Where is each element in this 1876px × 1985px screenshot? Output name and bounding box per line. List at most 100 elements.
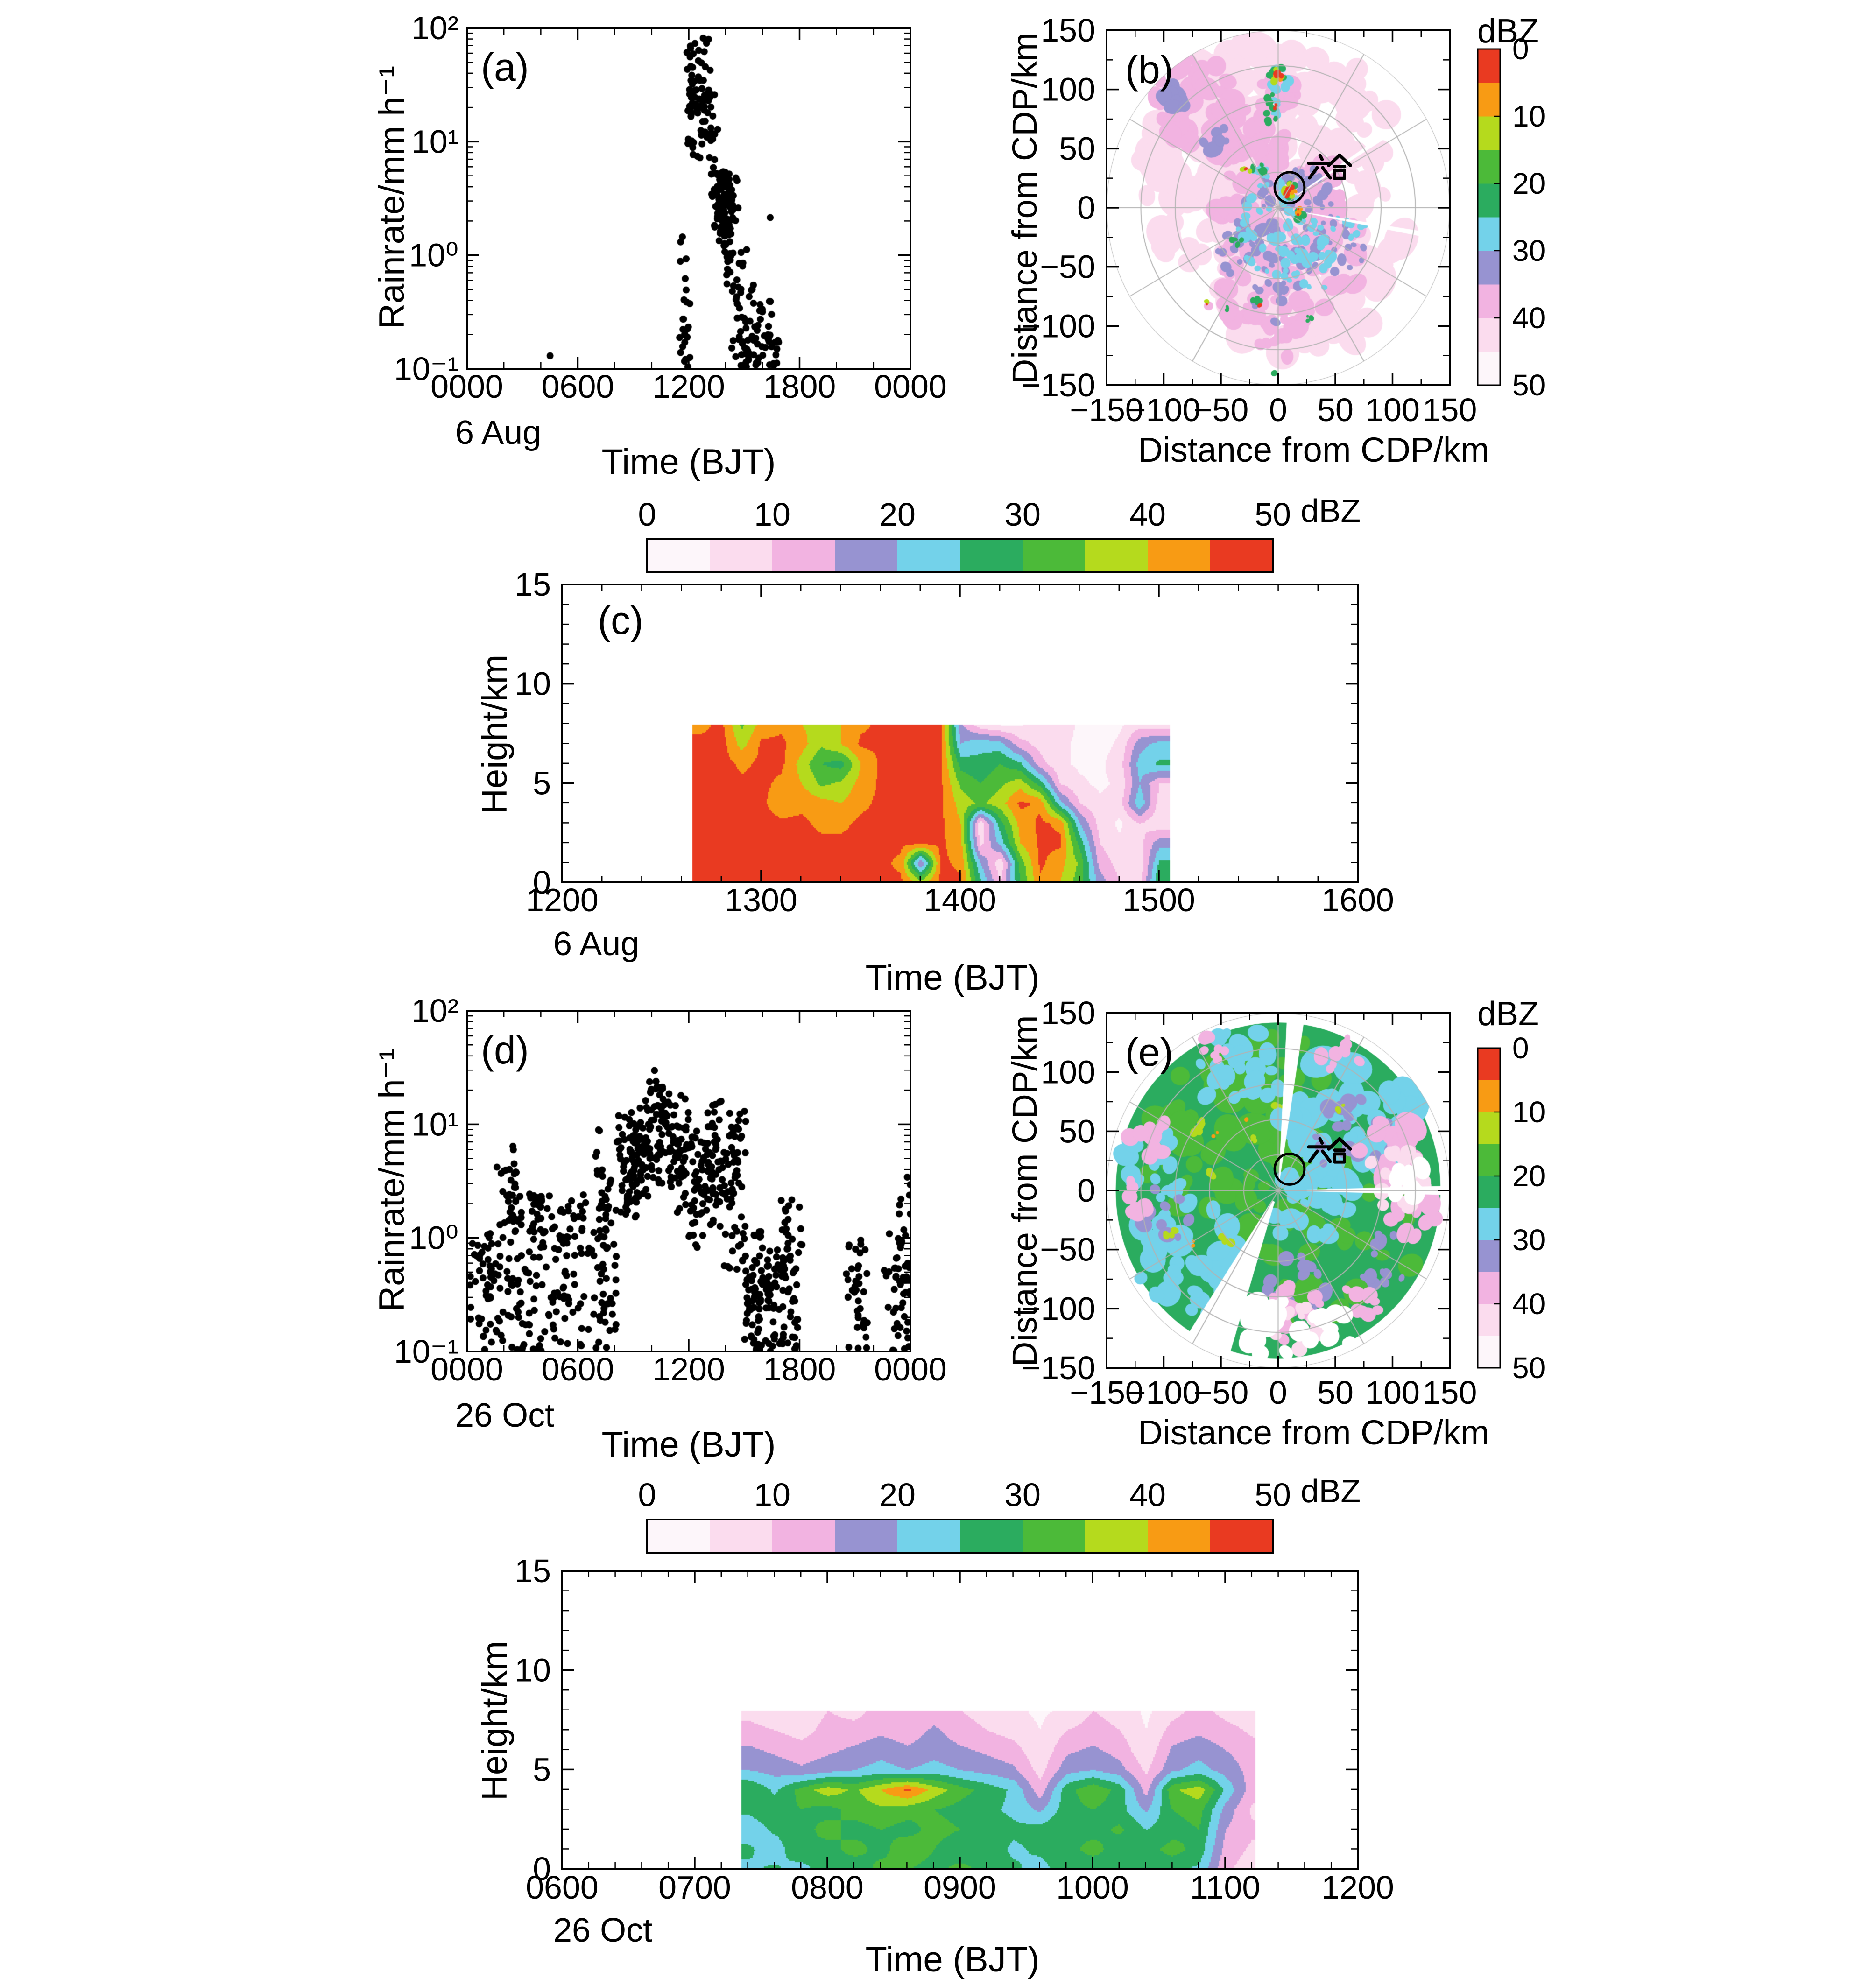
svg-text:10¹: 10¹ (411, 1106, 458, 1142)
panel-c-contour-canvas (562, 584, 1358, 882)
svg-text:1400: 1400 (924, 882, 996, 918)
svg-text:1800: 1800 (763, 1351, 836, 1387)
panel-d-date: 26 Oct (455, 1397, 555, 1434)
colorbar-horizontal-2: 0 10 20 30 40 50 (638, 1477, 1291, 1554)
svg-text:−150: −150 (1070, 392, 1143, 428)
svg-text:40: 40 (1129, 496, 1166, 533)
panel-f-ylabel: Height/km (475, 1640, 515, 1801)
colorbar1-unit: dBZ (1300, 493, 1361, 529)
svg-text:0700: 0700 (658, 1869, 731, 1906)
svg-text:0: 0 (533, 1851, 551, 1887)
svg-text:0: 0 (1269, 1374, 1287, 1411)
svg-text:100: 100 (1041, 1054, 1095, 1091)
svg-text:0000: 0000 (430, 368, 503, 405)
svg-text:−50: −50 (1040, 1232, 1095, 1268)
panel-a-xlabel: Time (BJT) (601, 442, 776, 482)
svg-text:50: 50 (1512, 1351, 1545, 1385)
panel-e-letter: (e) (1125, 1030, 1173, 1074)
panel-e-colorbar: 50 40 30 20 10 0 (1477, 1031, 1545, 1385)
svg-text:50: 50 (1059, 1113, 1095, 1149)
panel-e-colorbar-title: dBZ (1477, 995, 1539, 1033)
svg-text:−50: −50 (1193, 1374, 1249, 1411)
svg-text:0: 0 (638, 496, 656, 533)
svg-text:10: 10 (1512, 99, 1545, 133)
svg-text:10²: 10² (411, 10, 458, 46)
svg-text:20: 20 (879, 1477, 916, 1513)
svg-text:30: 30 (1512, 1223, 1545, 1257)
svg-text:1200: 1200 (652, 368, 725, 405)
panel-b-xlabel: Distance from CDP/km (1138, 430, 1489, 469)
svg-text:0000: 0000 (430, 1351, 503, 1387)
svg-text:50: 50 (1317, 1374, 1354, 1411)
svg-text:0000: 0000 (874, 1351, 947, 1387)
svg-text:1000: 1000 (1056, 1869, 1129, 1906)
svg-text:30: 30 (1004, 1477, 1041, 1513)
svg-text:0600: 0600 (526, 1869, 599, 1906)
svg-text:0: 0 (533, 864, 551, 901)
svg-text:10²: 10² (411, 992, 458, 1029)
svg-text:50: 50 (1255, 496, 1291, 533)
svg-text:150: 150 (1041, 995, 1095, 1031)
svg-text:10⁰: 10⁰ (409, 1220, 458, 1256)
panel-f-contour-canvas (562, 1571, 1358, 1869)
svg-text:10¹: 10¹ (411, 123, 458, 160)
svg-text:20: 20 (1512, 1159, 1545, 1193)
svg-text:1600: 1600 (1321, 882, 1394, 918)
panel-a-ylabel: Rainrate/mm h⁻¹ (372, 65, 412, 329)
panel-f-date: 26 Oct (553, 1912, 653, 1949)
panel-d-letter: (d) (481, 1028, 529, 1072)
svg-text:0: 0 (1512, 1031, 1529, 1065)
svg-text:1500: 1500 (1122, 882, 1195, 918)
svg-text:100: 100 (1365, 1374, 1420, 1411)
svg-text:30: 30 (1512, 234, 1545, 267)
svg-text:0: 0 (1269, 392, 1287, 428)
svg-text:10⁰: 10⁰ (409, 237, 458, 274)
panel-e-ylabel: Distance from CDP/km (1005, 1015, 1044, 1367)
svg-text:20: 20 (1512, 167, 1545, 200)
colorbar-horizontal-1: 0 10 20 30 40 50 (638, 496, 1291, 573)
svg-text:0600: 0600 (542, 1351, 614, 1387)
svg-text:1800: 1800 (763, 368, 836, 405)
svg-text:1200: 1200 (652, 1351, 725, 1387)
svg-text:0600: 0600 (542, 368, 614, 405)
panel-a-date: 6 Aug (455, 414, 542, 451)
svg-text:10: 10 (515, 1652, 551, 1689)
svg-text:0000: 0000 (874, 368, 947, 405)
svg-text:1200: 1200 (526, 882, 599, 918)
panel-b-ylabel: Distance from CDP/km (1005, 32, 1044, 384)
panel-d-scatter-canvas (467, 1011, 910, 1351)
panel-c-date: 6 Aug (553, 925, 640, 963)
svg-text:10: 10 (1512, 1095, 1545, 1129)
svg-text:0: 0 (1077, 190, 1095, 226)
svg-text:50: 50 (1059, 130, 1095, 167)
svg-text:50: 50 (1255, 1477, 1291, 1513)
panel-a-scatter-canvas (467, 28, 910, 369)
svg-text:−150: −150 (1070, 1374, 1143, 1411)
svg-text:−100: −100 (1127, 1374, 1201, 1411)
panel-d-ylabel: Rainrate/mm h⁻¹ (372, 1048, 412, 1312)
svg-text:100: 100 (1365, 392, 1420, 428)
svg-text:1200: 1200 (1321, 1869, 1394, 1906)
svg-text:150: 150 (1423, 392, 1477, 428)
svg-text:100: 100 (1041, 71, 1095, 108)
svg-text:5: 5 (533, 1751, 551, 1788)
panel-c-ylabel: Height/km (475, 654, 515, 814)
svg-text:50: 50 (1317, 392, 1354, 428)
panel-d-xlabel: Time (BJT) (601, 1425, 776, 1464)
svg-text:0900: 0900 (924, 1869, 996, 1906)
svg-text:10: 10 (754, 496, 790, 533)
svg-text:10: 10 (754, 1477, 790, 1513)
panel-c-xlabel: Time (BJT) (865, 958, 1040, 998)
svg-text:0800: 0800 (791, 1869, 864, 1906)
panel-f-xlabel: Time (BJT) (865, 1940, 1040, 1979)
svg-text:20: 20 (879, 496, 916, 533)
svg-text:0: 0 (638, 1477, 656, 1513)
svg-text:1100: 1100 (1190, 1869, 1261, 1906)
svg-text:150: 150 (1423, 1374, 1477, 1411)
svg-text:5: 5 (533, 765, 551, 801)
svg-text:50: 50 (1512, 368, 1545, 402)
colorbar2-unit: dBZ (1300, 1473, 1361, 1509)
panel-a-letter: (a) (481, 45, 529, 89)
